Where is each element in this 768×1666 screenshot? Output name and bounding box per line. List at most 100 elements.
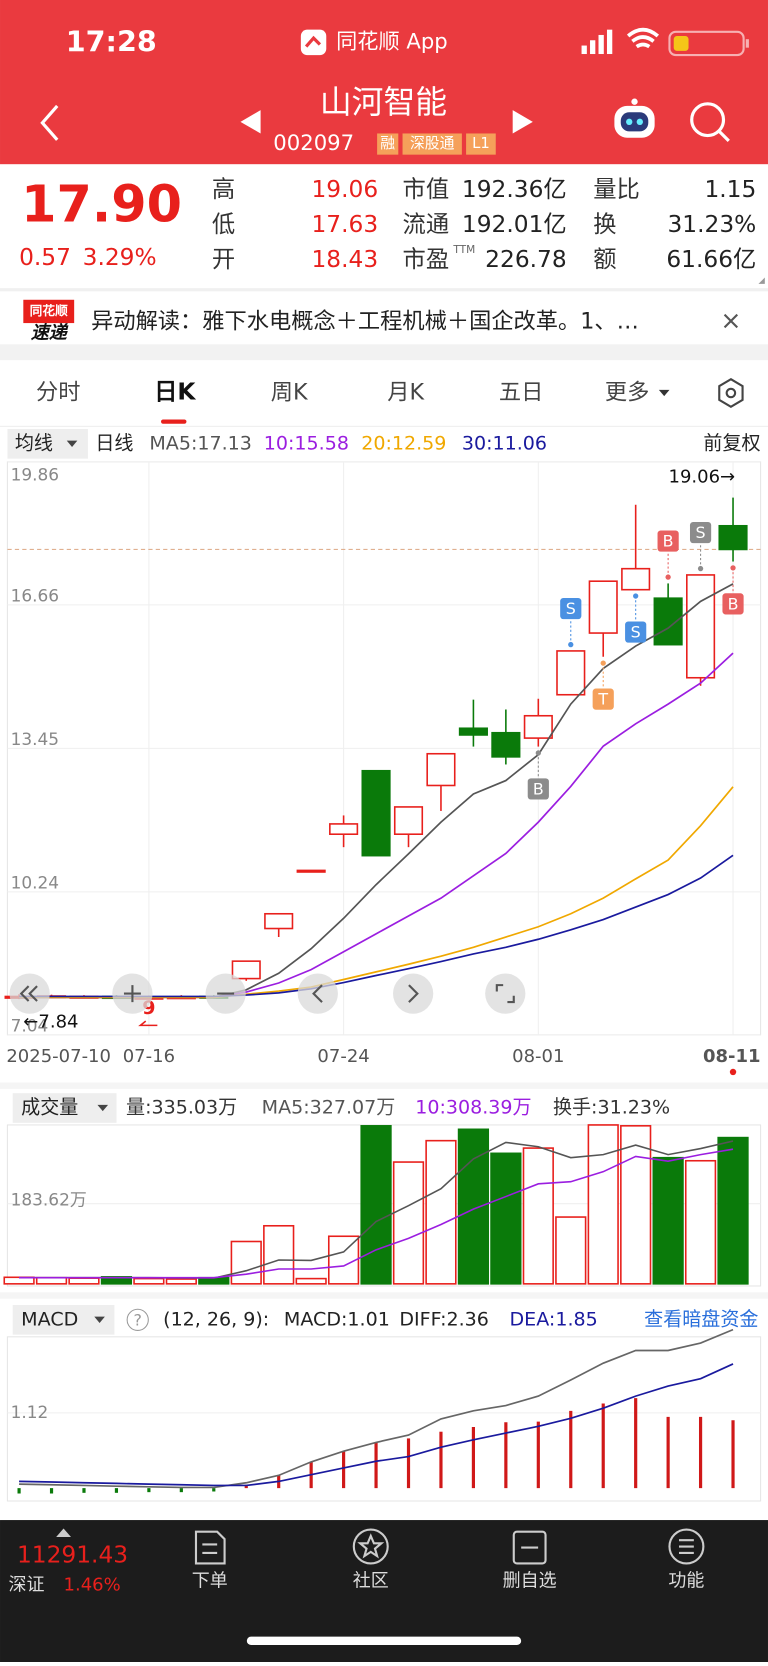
tab[interactable]: 分时	[36, 379, 80, 405]
home-indicator	[246, 1636, 522, 1646]
volume-bar	[717, 1136, 749, 1285]
x-tick-label: 2025-07-10	[6, 1046, 111, 1067]
y-tick-label: 13.45	[11, 729, 60, 749]
signal-box	[689, 521, 712, 544]
tab[interactable]: 五日	[499, 379, 543, 405]
x-tick-label: 07-24	[317, 1046, 369, 1067]
tab-underline	[161, 419, 187, 424]
scroll-left[interactable]	[297, 973, 338, 1014]
news-logo: 速递	[31, 323, 69, 344]
field-value: 31.23%	[667, 211, 756, 238]
volume-bar	[620, 1125, 652, 1285]
news-logo-bg	[23, 299, 75, 324]
volume-bar	[684, 1159, 717, 1285]
divider	[0, 425, 768, 427]
y-tick-label: 183.62万	[11, 1190, 87, 1210]
status-app: 同花顺 App	[336, 28, 448, 53]
app-icon	[300, 29, 327, 56]
signal-label: B	[663, 532, 674, 551]
y-tick-label: 19.86	[11, 465, 60, 485]
field-sup: TTM	[452, 244, 475, 256]
tab[interactable]: 日K	[154, 378, 196, 405]
battery-icon	[668, 30, 749, 57]
y-tick-label: 1.12	[11, 1402, 49, 1422]
volume-bar	[263, 1224, 295, 1285]
volume-bar	[652, 1156, 684, 1285]
dea-legend: DEA:1.85	[510, 1308, 598, 1330]
y-tick-label: 7.04	[11, 1015, 49, 1035]
nine-turn-arrow	[138, 1020, 158, 1027]
robot-icon[interactable]	[614, 98, 655, 138]
field-label: 开	[212, 246, 235, 273]
next-stock[interactable]	[512, 110, 533, 134]
index-arrow	[56, 1528, 71, 1538]
field-label: 额	[593, 246, 616, 273]
settings-icon[interactable]	[718, 377, 744, 408]
stock-tag: 深股通	[410, 135, 455, 152]
high-label: 19.06→	[669, 466, 736, 487]
close-news[interactable]	[723, 313, 739, 329]
dropdown-arrow	[66, 440, 78, 448]
search-icon[interactable]	[690, 102, 730, 143]
volume-bar	[587, 1124, 619, 1285]
dea-line	[19, 1363, 734, 1487]
candle-body	[458, 727, 488, 736]
index-value: 11291.43	[17, 1542, 128, 1569]
x-tick-label: 07-16	[123, 1046, 175, 1067]
field-label: 流通	[403, 211, 450, 238]
tag-bg	[466, 133, 496, 155]
candle-body	[491, 731, 521, 758]
low-label: ←7.84	[23, 1011, 78, 1032]
nav-item[interactable]: 社区	[353, 1570, 389, 1591]
ma-legend: 10:15.58	[264, 432, 349, 454]
divider	[0, 344, 768, 361]
field-label: 市盈	[403, 246, 450, 273]
y-tick-label: 16.66	[11, 585, 60, 605]
field-value: 1.15	[704, 176, 756, 203]
nav-item[interactable]: 功能	[668, 1570, 704, 1591]
tag-bg	[402, 133, 462, 155]
candle-body	[296, 869, 326, 873]
scroll-right[interactable]	[393, 973, 434, 1014]
settings-icon-dot	[725, 387, 737, 399]
app-icon-mark	[304, 35, 322, 48]
volume-bar	[100, 1276, 133, 1285]
turnover-legend: 换手:31.23%	[553, 1097, 670, 1119]
nav-item[interactable]: 下单	[192, 1570, 228, 1591]
volume-frame	[6, 1124, 762, 1287]
divider	[0, 288, 768, 292]
tab[interactable]: 更多	[605, 379, 649, 405]
candle-body	[426, 752, 456, 787]
field-value: 17.63	[311, 211, 378, 238]
fullscreen[interactable]	[485, 973, 526, 1014]
candle-body	[523, 714, 553, 739]
volume-bar	[425, 1139, 457, 1285]
x-tick-label: 08-11	[703, 1046, 761, 1067]
back-button[interactable]	[40, 104, 59, 141]
prev-stock[interactable]	[240, 110, 261, 134]
index-name: 深证	[8, 1575, 44, 1596]
signal-dot	[665, 574, 671, 580]
x-tick-label: 08-01	[512, 1046, 564, 1067]
tab[interactable]: 周K	[271, 379, 309, 405]
signal-label: T	[597, 690, 608, 709]
field-value: 61.66亿	[666, 246, 756, 273]
nav-item[interactable]: 删自选	[503, 1570, 557, 1591]
volume-ma-line	[19, 1148, 734, 1279]
volume-bar	[555, 1216, 587, 1285]
candle-body	[588, 580, 618, 634]
dropdown-arrow	[658, 389, 670, 397]
control-glyphs	[19, 984, 515, 1004]
tab[interactable]: 月K	[387, 379, 425, 405]
volume-bar	[522, 1147, 554, 1285]
price-change: 0.57	[19, 244, 71, 271]
dark-pool-link[interactable]: 查看暗盘资金	[644, 1308, 758, 1330]
help-icon[interactable]	[126, 1308, 149, 1331]
volume-bar	[35, 1276, 68, 1285]
selector-bg[interactable]	[12, 1093, 117, 1123]
divider	[0, 1292, 768, 1299]
dropdown-arrow	[94, 1316, 105, 1324]
y-tick-label: 10.24	[11, 872, 60, 892]
stock-tag: L1	[472, 135, 490, 152]
